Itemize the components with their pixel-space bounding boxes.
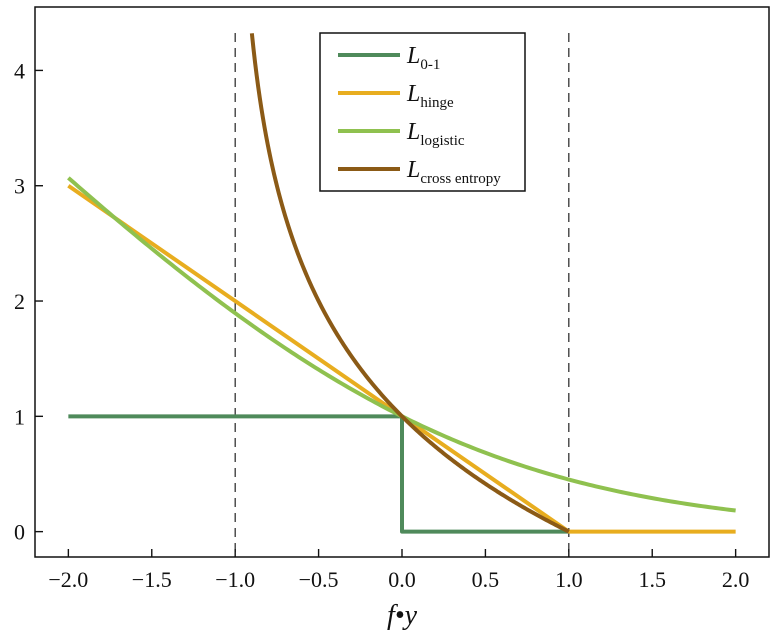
x-tick-label: 0.5 <box>472 567 500 592</box>
legend-frame <box>319 32 526 192</box>
y-axis: 0 1 2 3 4 <box>14 58 43 545</box>
legend-entry: Lhinge <box>406 81 454 111</box>
x-tick-label: 0.0 <box>388 567 416 592</box>
legend: L0-1 Lhinge Llogistic Lcross entropy <box>319 32 526 192</box>
legend-entry: L0-1 <box>406 43 440 73</box>
series-line-cross-entropy <box>249 33 570 534</box>
y-tick-label: 1 <box>14 404 25 429</box>
y-tick-label: 0 <box>14 520 25 545</box>
x-tick-label: −2.0 <box>48 567 88 592</box>
x-tick-label: 1.5 <box>638 567 666 592</box>
legend-entry: Lcross entropy <box>406 157 501 187</box>
x-tick-label: −0.5 <box>299 567 339 592</box>
x-tick-label: 2.0 <box>722 567 750 592</box>
x-tick-label: −1.0 <box>215 567 255 592</box>
series-line-0-1 <box>68 414 569 534</box>
plot-area <box>34 6 770 558</box>
legend-entry: Llogistic <box>406 119 465 149</box>
x-tick-label: −1.5 <box>132 567 172 592</box>
x-tick-label: 1.0 <box>555 567 583 592</box>
y-tick-label: 4 <box>14 58 25 83</box>
y-tick-label: 3 <box>14 174 25 199</box>
x-axis: −2.0 −1.5 −1.0 −0.5 0.0 0.5 1.0 1.5 2.0 <box>48 549 749 592</box>
x-axis-title: f•y <box>387 600 418 631</box>
y-tick-label: 2 <box>14 289 25 314</box>
